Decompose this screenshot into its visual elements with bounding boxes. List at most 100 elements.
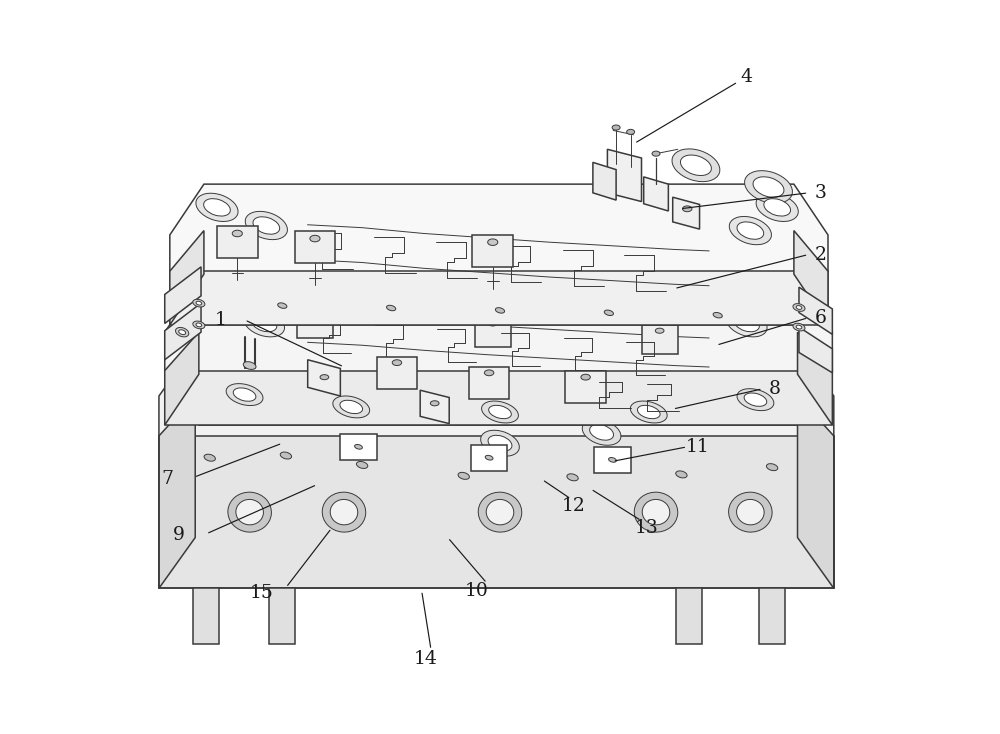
Ellipse shape <box>676 471 687 478</box>
Ellipse shape <box>604 310 613 316</box>
Ellipse shape <box>458 473 469 479</box>
Ellipse shape <box>737 499 764 525</box>
Ellipse shape <box>430 401 439 406</box>
Ellipse shape <box>630 401 667 423</box>
Ellipse shape <box>724 389 762 415</box>
Polygon shape <box>676 589 702 644</box>
Ellipse shape <box>485 455 493 460</box>
Ellipse shape <box>196 193 238 222</box>
Polygon shape <box>594 447 631 473</box>
Ellipse shape <box>757 288 783 304</box>
Ellipse shape <box>204 199 230 216</box>
Polygon shape <box>794 230 828 325</box>
Ellipse shape <box>634 493 678 532</box>
Text: 1: 1 <box>215 310 227 329</box>
Polygon shape <box>159 345 834 490</box>
Ellipse shape <box>652 151 660 156</box>
Ellipse shape <box>796 305 802 310</box>
Polygon shape <box>295 231 335 264</box>
Ellipse shape <box>278 303 287 308</box>
Ellipse shape <box>726 310 767 337</box>
Ellipse shape <box>582 419 621 446</box>
Polygon shape <box>165 303 201 360</box>
Ellipse shape <box>655 328 664 333</box>
Polygon shape <box>217 226 258 258</box>
Polygon shape <box>759 589 785 644</box>
Ellipse shape <box>193 299 205 307</box>
Polygon shape <box>159 436 834 589</box>
Ellipse shape <box>745 171 792 203</box>
Polygon shape <box>170 184 828 325</box>
Polygon shape <box>193 589 219 644</box>
Text: 10: 10 <box>465 581 489 600</box>
Ellipse shape <box>609 457 616 462</box>
Ellipse shape <box>612 125 620 130</box>
Text: 3: 3 <box>815 184 827 202</box>
Ellipse shape <box>228 493 271 532</box>
Polygon shape <box>165 333 199 425</box>
Ellipse shape <box>252 315 277 332</box>
Ellipse shape <box>489 405 511 418</box>
Ellipse shape <box>729 217 771 244</box>
Ellipse shape <box>232 230 242 237</box>
Ellipse shape <box>478 493 522 532</box>
Polygon shape <box>165 371 832 425</box>
Text: 11: 11 <box>686 437 709 456</box>
Ellipse shape <box>770 371 781 378</box>
Ellipse shape <box>216 354 254 380</box>
Text: 7: 7 <box>162 470 174 489</box>
Ellipse shape <box>333 396 370 418</box>
Polygon shape <box>799 287 832 335</box>
Polygon shape <box>420 390 449 424</box>
Ellipse shape <box>753 177 784 197</box>
Ellipse shape <box>392 360 402 366</box>
Text: 12: 12 <box>562 498 586 515</box>
Ellipse shape <box>253 217 280 234</box>
Polygon shape <box>471 445 507 470</box>
Ellipse shape <box>737 389 774 410</box>
Polygon shape <box>798 396 834 589</box>
Ellipse shape <box>680 155 711 175</box>
Ellipse shape <box>713 313 722 318</box>
Ellipse shape <box>355 445 362 449</box>
Text: 14: 14 <box>414 650 438 668</box>
Ellipse shape <box>244 310 285 337</box>
Polygon shape <box>170 230 204 325</box>
Ellipse shape <box>581 374 590 380</box>
Ellipse shape <box>567 474 578 481</box>
Ellipse shape <box>751 359 775 375</box>
Ellipse shape <box>322 493 366 532</box>
Text: 2: 2 <box>815 245 827 264</box>
Ellipse shape <box>486 499 514 525</box>
Ellipse shape <box>731 394 755 410</box>
Ellipse shape <box>245 389 283 415</box>
Ellipse shape <box>311 312 319 317</box>
Polygon shape <box>377 357 417 389</box>
Text: 13: 13 <box>635 519 658 537</box>
Ellipse shape <box>226 384 263 406</box>
Polygon shape <box>159 396 195 589</box>
Polygon shape <box>297 309 333 338</box>
Ellipse shape <box>590 424 614 440</box>
Ellipse shape <box>217 382 228 388</box>
Ellipse shape <box>320 374 329 379</box>
Ellipse shape <box>481 430 519 456</box>
Ellipse shape <box>340 400 363 413</box>
Ellipse shape <box>223 359 247 375</box>
Ellipse shape <box>637 405 660 418</box>
Ellipse shape <box>196 301 202 305</box>
Ellipse shape <box>176 327 189 337</box>
Ellipse shape <box>743 354 782 380</box>
Ellipse shape <box>488 239 498 245</box>
Ellipse shape <box>683 206 692 211</box>
Polygon shape <box>340 434 377 460</box>
Polygon shape <box>607 149 642 202</box>
Ellipse shape <box>330 499 358 525</box>
Ellipse shape <box>627 129 635 134</box>
Polygon shape <box>673 197 700 229</box>
Ellipse shape <box>756 193 798 222</box>
Ellipse shape <box>236 499 263 525</box>
Polygon shape <box>799 327 832 373</box>
Ellipse shape <box>233 388 256 401</box>
Ellipse shape <box>280 452 292 459</box>
